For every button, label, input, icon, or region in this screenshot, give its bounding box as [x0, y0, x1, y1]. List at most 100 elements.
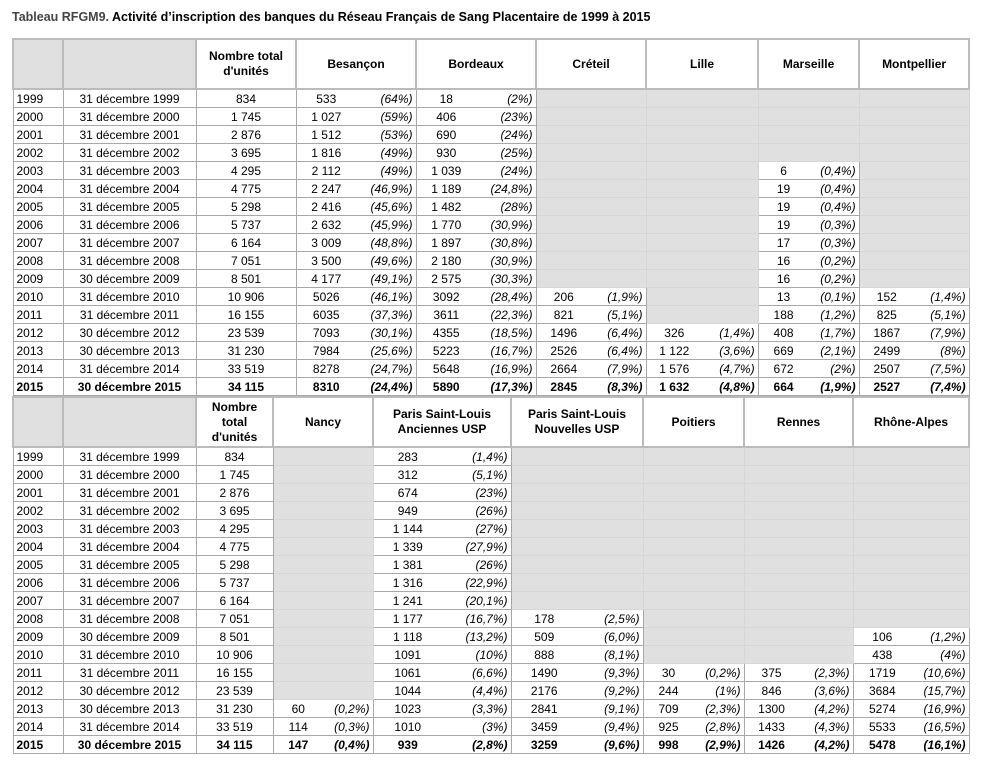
percent-cell: (46,9%) — [356, 179, 417, 198]
column-header: Marseille — [757, 38, 861, 90]
date-cell: 31 décembre 2014 — [62, 359, 197, 378]
count-cell: 1 512 — [295, 125, 356, 144]
count-cell: 7984 — [295, 341, 356, 360]
empty-cell — [858, 125, 970, 144]
table-row: 2006 31 décembre 2006 5 737 2 632 (45,9%) 1 7… — [12, 215, 970, 234]
count-cell: 244 — [642, 681, 694, 700]
year-cell: 2012 — [12, 681, 64, 700]
percent-cell: (0,3%) — [808, 233, 860, 252]
total-cell: 8 501 — [195, 269, 297, 288]
table-row: 2007 31 décembre 2007 6 164 1 241 (20,1%) — [12, 591, 970, 610]
column-header: Lille — [645, 38, 760, 90]
percent-cell: (27,9%) — [442, 537, 512, 556]
percent-cell: (24%) — [476, 161, 537, 180]
empty-cell — [535, 88, 647, 108]
percent-cell: (30,1%) — [356, 323, 417, 342]
table-row: 2004 31 décembre 2004 4 775 2 247 (46,9%) 1 1… — [12, 179, 970, 198]
percent-cell: (16,7%) — [476, 341, 537, 360]
count-cell: 1 770 — [415, 215, 477, 234]
empty-cell — [743, 609, 854, 628]
percent-cell: (6,6%) — [442, 663, 512, 682]
date-cell: 31 décembre 2001 — [62, 483, 197, 502]
empty-cell — [757, 88, 860, 108]
count-cell: 5533 — [852, 717, 912, 736]
date-cell: 31 décembre 2003 — [62, 161, 197, 180]
table-row: 2015 30 décembre 2015 34 115 147 (0,4%) 939 (2… — [12, 735, 970, 754]
count-cell: 3459 — [510, 717, 578, 736]
date-cell: 30 décembre 2015 — [62, 377, 197, 396]
percent-cell: (0,2%) — [693, 663, 745, 682]
empty-cell — [642, 573, 745, 592]
count-cell: 2526 — [535, 341, 592, 360]
percent-cell: (24,7%) — [356, 359, 417, 378]
empty-cell — [510, 573, 644, 592]
date-cell: 31 décembre 2003 — [62, 519, 197, 538]
column-header: Besançon — [294, 38, 418, 90]
table-row: 2001 31 décembre 2001 2 876 1 512 (53%) 690 (2… — [12, 125, 970, 144]
table-row: 2007 31 décembre 2007 6 164 3 009 (48,8%) 1 8… — [12, 233, 970, 252]
count-cell: 3092 — [415, 287, 477, 306]
empty-cell — [272, 465, 374, 484]
table-row: 2005 31 décembre 2005 5 298 2 416 (45,6%) 1 4… — [12, 197, 970, 216]
column-header: Rhône-Alpes — [852, 396, 971, 448]
empty-cell — [743, 573, 854, 592]
count-cell: 60 — [272, 699, 323, 718]
percent-cell: (8,3%) — [591, 377, 647, 396]
empty-cell — [645, 125, 759, 144]
empty-cell — [743, 483, 854, 502]
percent-cell: (7,9%) — [591, 359, 647, 378]
year-cell: 2015 — [12, 377, 64, 396]
total-cell: 16 155 — [195, 305, 297, 324]
data-table: Nombre total d'unités Besançon Bordeaux Cré… — [12, 38, 971, 396]
count-cell: 1091 — [372, 645, 442, 664]
percent-cell: (25,6%) — [356, 341, 417, 360]
year-cell: 2001 — [12, 125, 64, 144]
count-cell: 5648 — [415, 359, 477, 378]
title: Tableau RFGM9. Activité d’inscription de… — [12, 10, 650, 24]
empty-cell — [272, 519, 374, 538]
percent-cell: (16,9%) — [911, 699, 970, 718]
percent-cell: (8%) — [914, 341, 970, 360]
empty-cell — [852, 555, 970, 574]
empty-cell — [642, 645, 745, 664]
date-cell: 31 décembre 2000 — [62, 107, 197, 126]
year-cell: 2009 — [12, 627, 64, 646]
empty-cell — [272, 446, 374, 466]
percent-cell: (2,8%) — [442, 735, 512, 754]
empty-cell — [510, 555, 644, 574]
percent-cell: (1,4%) — [442, 446, 512, 466]
count-cell: 1490 — [510, 663, 578, 682]
count-cell: 1 897 — [415, 233, 477, 252]
year-cell: 2007 — [12, 233, 64, 252]
year-cell: 2002 — [12, 501, 64, 520]
count-cell: 6 — [757, 161, 809, 180]
data-table: Nombre total d'unités Nancy Paris Saint-Lo… — [12, 396, 971, 754]
count-cell: 106 — [852, 627, 912, 646]
count-cell: 669 — [757, 341, 809, 360]
percent-cell: (28,4%) — [476, 287, 537, 306]
count-cell: 2527 — [858, 377, 915, 396]
empty-cell — [858, 233, 970, 252]
table-row: 2010 31 décembre 2010 10 906 5026 (46,1%) 309… — [12, 287, 970, 306]
total-cell: 16 155 — [195, 663, 274, 682]
count-cell: 1719 — [852, 663, 912, 682]
percent-cell: (45,6%) — [356, 197, 417, 216]
percent-cell: (1,7%) — [808, 323, 860, 342]
percent-cell: (4,2%) — [798, 699, 854, 718]
empty-cell — [535, 197, 647, 216]
count-cell: 152 — [858, 287, 915, 306]
year-cell: 2003 — [12, 519, 64, 538]
table-row: 2003 31 décembre 2003 4 295 2 112 (49%) 1 039… — [12, 161, 970, 180]
column-header: Nancy — [272, 396, 374, 448]
empty-cell — [272, 681, 374, 700]
empty-cell — [535, 233, 647, 252]
count-cell: 1300 — [743, 699, 799, 718]
percent-cell: (2,9%) — [693, 735, 745, 754]
count-cell: 3684 — [852, 681, 912, 700]
count-cell: 1 632 — [645, 377, 703, 396]
count-cell: 1023 — [372, 699, 442, 718]
count-cell: 18 — [415, 88, 477, 108]
percent-cell: (0,2%) — [808, 269, 860, 288]
empty-cell — [852, 573, 970, 592]
count-cell: 16 — [757, 251, 809, 270]
